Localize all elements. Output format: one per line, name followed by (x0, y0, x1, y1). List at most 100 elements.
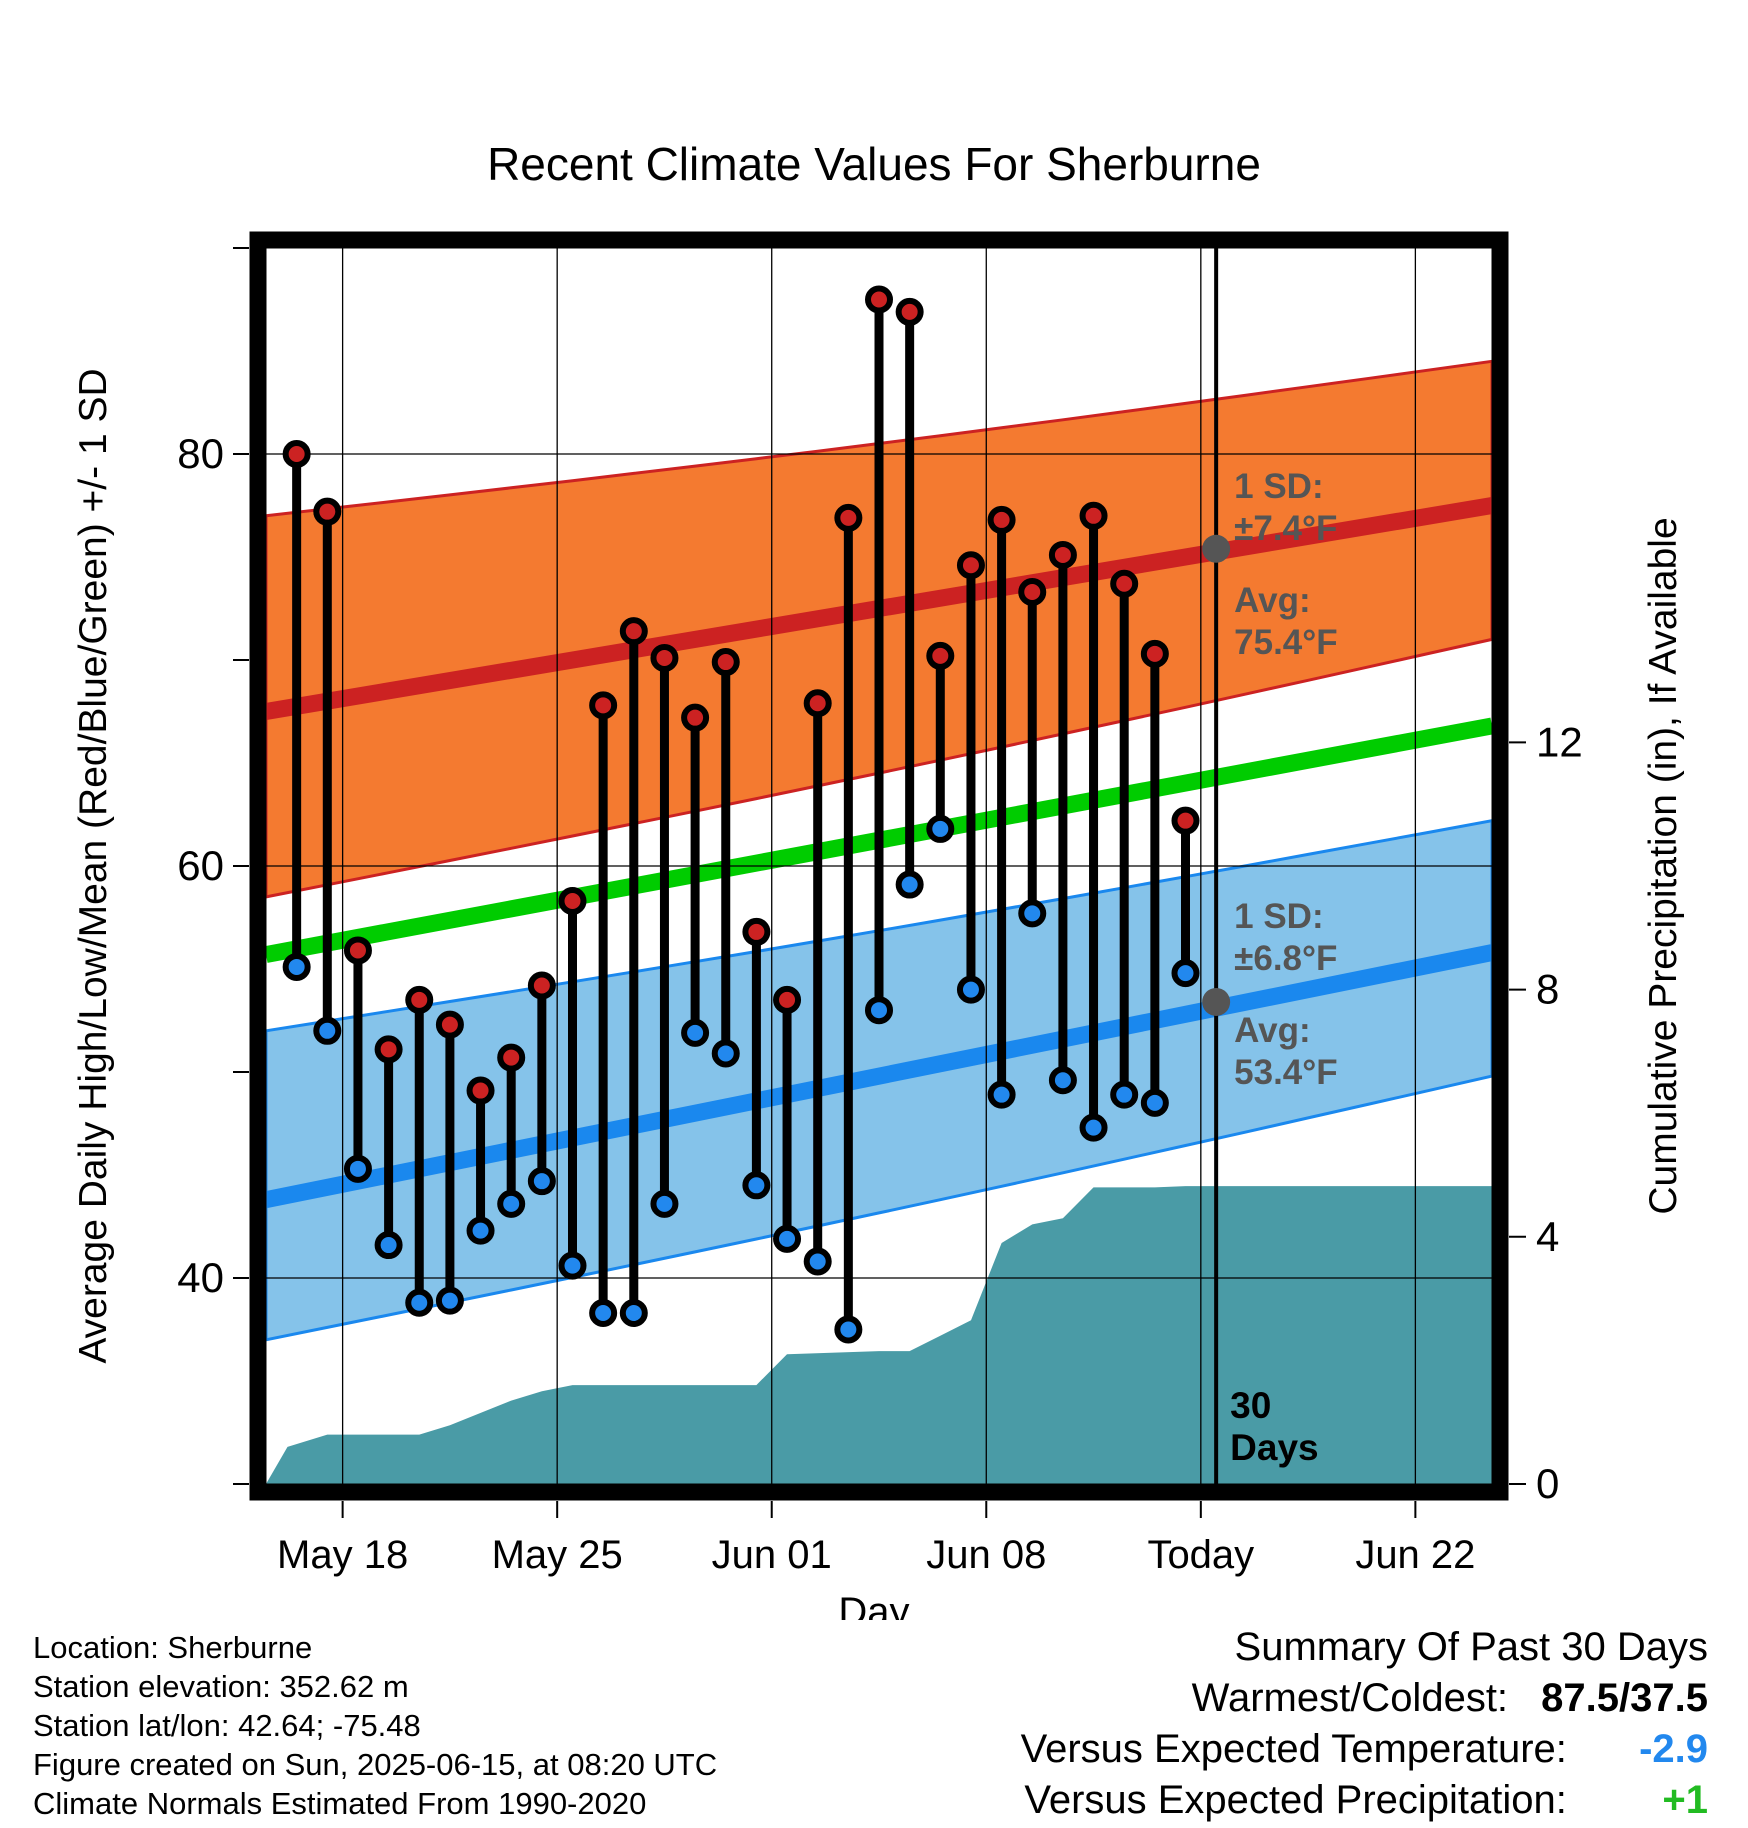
x-tick-label: May 18 (277, 1533, 408, 1577)
y-tick-label: 80 (177, 430, 224, 477)
y2-tick-label: 12 (1536, 718, 1583, 765)
low-point (803, 1247, 832, 1276)
location-text: Location: Sherburne (33, 1630, 313, 1665)
low-point (313, 1016, 342, 1045)
high-point (558, 887, 587, 916)
temp-value: -2.9 (1639, 1727, 1708, 1771)
high-point (1140, 639, 1169, 668)
low-avg-value: 53.4°F (1234, 1053, 1338, 1092)
low-point (926, 814, 955, 843)
low-point (742, 1171, 771, 1200)
elevation-text: Station elevation: 352.62 m (33, 1669, 409, 1704)
low-point (834, 1315, 863, 1344)
y2-axis-label: Cumulative Precipitation (in), If Availa… (1642, 517, 1685, 1214)
high-point (466, 1076, 495, 1105)
low-point (1171, 959, 1200, 988)
precip-label: Versus Expected Precipitation: (1024, 1778, 1567, 1822)
temp-label: Versus Expected Temperature: (1020, 1727, 1567, 1771)
low-point (558, 1251, 587, 1280)
low-point (956, 975, 985, 1004)
y-tick-label: 40 (177, 1254, 224, 1301)
high-point (1079, 501, 1108, 530)
high-point (1110, 569, 1139, 598)
summary-title: Summary Of Past 30 Days (1234, 1625, 1708, 1669)
days-label: Days (1230, 1427, 1318, 1468)
normals-text: Climate Normals Estimated From 1990-2020 (33, 1786, 647, 1821)
low-point (466, 1216, 495, 1245)
high-point (865, 285, 893, 314)
high-sd-label: 1 SD: (1234, 467, 1323, 506)
low-point (865, 996, 893, 1025)
high-point (589, 691, 618, 720)
high-point (895, 297, 924, 326)
low-point (681, 1018, 710, 1047)
high-point (282, 440, 311, 468)
high-point (619, 617, 648, 646)
precip-area (266, 1186, 1492, 1484)
high-avg-label: Avg: (1234, 581, 1310, 620)
plot-frame (249, 231, 1509, 1501)
high-point (711, 648, 740, 677)
low-point (435, 1286, 464, 1315)
low-sd-value: ±6.8°F (1234, 939, 1337, 978)
x-tick-label: Today (1147, 1533, 1254, 1577)
x-tick-label: Jun 22 (1355, 1533, 1475, 1577)
low-point (650, 1189, 679, 1218)
today-high-avg-marker (1202, 534, 1231, 563)
station-info: Location: Sherburne Station elevation: 3… (33, 1628, 717, 1823)
high-point (650, 643, 679, 672)
high-point (343, 936, 372, 965)
high-point (374, 1035, 403, 1064)
low-avg-label: Avg: (1234, 1011, 1310, 1050)
climate-chart: Recent Climate Values For Sherburne 1 SD… (72, 138, 1685, 1620)
low-avg-line (264, 944, 1494, 1209)
low-point (1018, 899, 1047, 928)
high-point (497, 1043, 526, 1072)
chart-title: Recent Climate Values For Sherburne (487, 138, 1261, 190)
warmest-label: Warmest/Coldest: (1191, 1676, 1509, 1720)
y-axis-label: Average Daily High/Low/Mean (Red/Blue/Gr… (72, 368, 115, 1363)
low-point (1048, 1066, 1077, 1095)
low-point (1110, 1080, 1139, 1109)
high-point (834, 503, 863, 532)
low-point (282, 952, 311, 981)
high-point (956, 551, 985, 580)
warmest-value: 87.5/37.5 (1541, 1676, 1708, 1720)
low-point (527, 1167, 556, 1196)
precip-value: +1 (1662, 1778, 1708, 1822)
latlon-text: Station lat/lon: 42.64; -75.48 (33, 1708, 421, 1743)
high-point (773, 985, 802, 1014)
high-point (1171, 806, 1200, 835)
today-low-avg-marker (1202, 987, 1231, 1016)
low-point (895, 870, 924, 899)
low-point (589, 1299, 618, 1328)
high-point (1018, 578, 1047, 607)
high-point (987, 505, 1016, 534)
high-point (527, 971, 556, 1000)
summary-warmest-row: Warmest/Coldest: 87.5/37.5 (1021, 1673, 1708, 1724)
summary-panel: Summary Of Past 30 Days Warmest/Coldest:… (1021, 1622, 1708, 1826)
high-point (1048, 540, 1077, 569)
y-tick-label: 60 (177, 842, 224, 889)
y2-tick-label: 4 (1536, 1213, 1559, 1260)
high-point (742, 917, 771, 946)
low-point (1079, 1113, 1108, 1142)
x-axis-label: Day (838, 1590, 909, 1620)
low-point (343, 1154, 372, 1183)
high-point (803, 689, 832, 718)
x-tick-label: Jun 08 (926, 1533, 1046, 1577)
high-sd-value: ±7.4°F (1234, 509, 1337, 548)
low-point (497, 1189, 526, 1218)
x-tick-label: May 25 (492, 1533, 623, 1577)
summary-precip-row: Versus Expected Precipitation: +1 (1021, 1775, 1708, 1826)
high-point (313, 497, 342, 526)
high-point (681, 703, 710, 732)
low-point (374, 1231, 403, 1260)
high-point (435, 1010, 464, 1039)
y2-tick-label: 8 (1536, 966, 1559, 1013)
days-label: 30 (1230, 1385, 1271, 1426)
high-point (926, 641, 955, 670)
low-point (987, 1080, 1016, 1109)
low-point (405, 1288, 434, 1317)
